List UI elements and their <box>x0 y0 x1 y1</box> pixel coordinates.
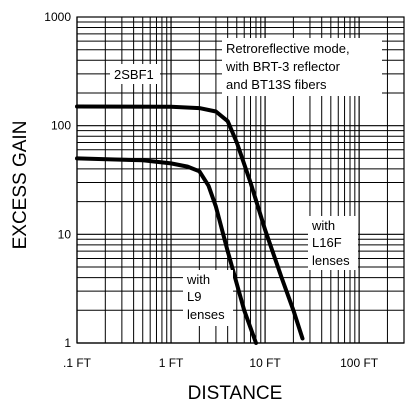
annotation-background <box>308 216 358 270</box>
annotation-text: lenses <box>312 253 350 268</box>
x-tick-label: 1 FT <box>159 356 184 370</box>
y-tick-label: 100 <box>51 119 71 133</box>
annotation-text: 2SBF1 <box>114 67 154 82</box>
annotation-text: L16F <box>312 235 342 250</box>
annotation-text: and BT13S fibers <box>226 77 327 92</box>
annotation-background <box>222 38 382 96</box>
annotation-text: with BRT-3 reflector <box>225 59 341 74</box>
series-line-1 <box>75 104 305 341</box>
y-tick-label: 1 <box>64 336 71 350</box>
y-tick-label: 1000 <box>44 10 71 24</box>
annotation-text: L9 <box>187 289 201 304</box>
annotation-text: with <box>186 272 210 287</box>
annotation-text: lenses <box>187 307 225 322</box>
series-line-2 <box>75 156 258 345</box>
tick-labels: .1 FT 1 FT 10 FT 100 FT 1 10 100 1000 <box>44 10 379 370</box>
annotation-background <box>110 64 160 84</box>
annotation-labels: 2SBF1 Retroreflective mode, with BRT-3 ref… <box>110 38 382 326</box>
annotation-background <box>183 270 233 326</box>
x-axis-title: DISTANCE <box>188 383 283 404</box>
data-lines <box>75 104 305 345</box>
x-tick-label: 10 FT <box>249 356 281 370</box>
x-tick-label: 100 FT <box>340 356 379 370</box>
annotation-text: Retroreflective mode, <box>226 41 350 56</box>
x-tick-label: .1 FT <box>63 356 92 370</box>
y-axis-title: EXCESS GAIN <box>10 121 31 250</box>
y-tick-label: 10 <box>58 227 72 241</box>
annotation-text: with <box>311 218 335 233</box>
